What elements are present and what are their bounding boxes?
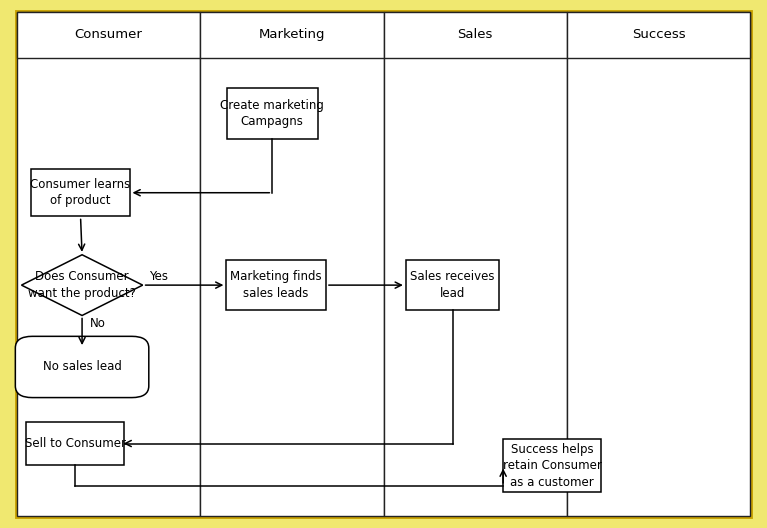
- Bar: [226, 260, 326, 310]
- Text: Success helps
retain Consumer
as a customer: Success helps retain Consumer as a custo…: [503, 442, 601, 489]
- Text: Sell to Consumer: Sell to Consumer: [25, 437, 126, 450]
- Text: Yes: Yes: [149, 270, 168, 283]
- Text: Marketing finds
sales leads: Marketing finds sales leads: [230, 270, 322, 300]
- Text: No: No: [90, 317, 106, 330]
- Bar: [503, 439, 601, 492]
- Text: Success: Success: [632, 29, 685, 41]
- Bar: [384, 12, 567, 516]
- Bar: [31, 169, 130, 216]
- Polygon shape: [21, 254, 143, 315]
- Bar: [200, 12, 384, 516]
- Bar: [406, 260, 499, 310]
- Bar: [567, 12, 750, 58]
- Text: Sales: Sales: [457, 29, 493, 41]
- Text: Marketing: Marketing: [258, 29, 325, 41]
- Text: Create marketing
Campagns: Create marketing Campagns: [220, 99, 324, 128]
- Text: No sales lead: No sales lead: [43, 361, 121, 373]
- Bar: [17, 12, 200, 516]
- Bar: [17, 12, 200, 58]
- Bar: [384, 12, 567, 58]
- FancyBboxPatch shape: [15, 336, 149, 398]
- Text: Does Consumer
want the product?: Does Consumer want the product?: [28, 270, 136, 300]
- Bar: [26, 422, 124, 465]
- Bar: [567, 12, 750, 516]
- Text: Sales receives
lead: Sales receives lead: [410, 270, 495, 300]
- Text: Consumer: Consumer: [74, 29, 143, 41]
- Text: Consumer learns
of product: Consumer learns of product: [31, 178, 130, 208]
- Bar: [227, 88, 318, 138]
- Bar: [200, 12, 384, 58]
